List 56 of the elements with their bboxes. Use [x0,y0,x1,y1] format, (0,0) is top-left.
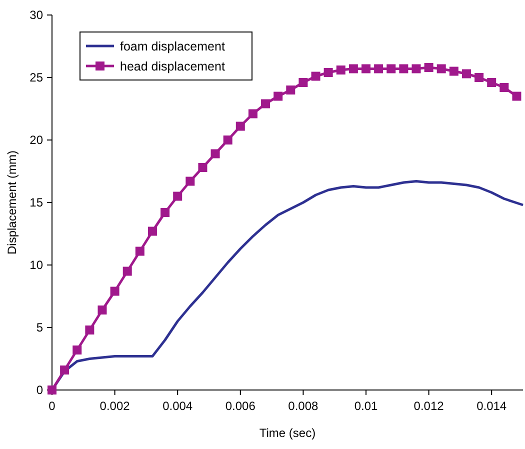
y-axis-title: Displacement (mm) [5,150,19,255]
point [436,64,446,74]
point [248,109,258,118]
point [487,78,496,87]
x-tick-label: 0.014 [476,399,507,413]
y-tick-label: 20 [30,133,44,147]
x-tick-label: 0 [48,399,56,413]
point [210,149,220,158]
x-tick-label: 0.012 [414,399,444,413]
point [98,306,107,314]
point [311,72,320,81]
x-tick-label: 0.008 [288,399,319,413]
legend-label: foam displacement [120,40,226,54]
point [324,68,333,77]
point [198,163,208,172]
point [412,64,421,74]
point [386,64,396,74]
y-tick-label: 15 [30,196,44,210]
y-tick-label: 25 [30,70,44,84]
x-tick-label: 0.002 [100,399,130,413]
x-axis-title: Time (sec) [259,426,316,440]
y-tick-label: 5 [36,320,44,334]
point [512,92,522,101]
point [286,86,296,94]
point [122,266,132,276]
point [261,99,270,108]
point [60,366,70,374]
point [186,176,195,186]
point [148,226,157,236]
point [236,122,245,131]
point [362,64,370,74]
point [462,69,471,78]
point [135,246,144,256]
point [298,78,308,87]
point [348,64,358,74]
x-tick-label: 0.01 [354,399,378,413]
legend-label: head displacement [120,60,226,74]
point [274,92,283,101]
point [72,346,82,354]
point [110,286,120,296]
point [474,73,484,82]
y-tick-label: 30 [30,8,44,22]
point [500,83,509,92]
point [449,66,458,76]
x-tick-label: 0.004 [162,399,193,413]
y-tick-label: 10 [30,258,44,272]
point [160,208,170,217]
x-tick-label: 0.006 [225,399,256,413]
point [85,326,94,334]
point [374,64,384,74]
point [336,66,346,74]
y-tick-label: 0 [36,383,44,397]
point [424,63,434,72]
point [399,64,408,74]
point [223,136,232,144]
point [173,192,182,201]
